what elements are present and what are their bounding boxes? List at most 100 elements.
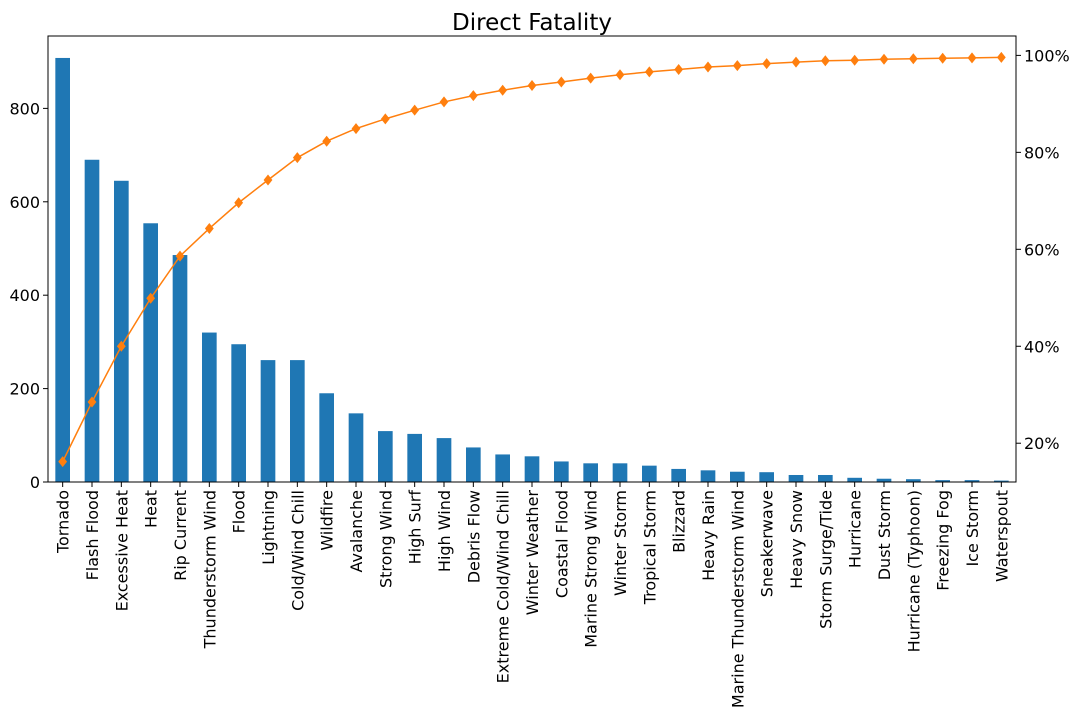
x-tick-label-23: Marine Thunderstorm Wind [728, 490, 747, 708]
cumulative-point-18 [586, 72, 596, 84]
cumulative-point-3 [146, 292, 156, 304]
cumulative-point-31 [967, 52, 977, 64]
x-tick-label-17: Coastal Flood [552, 490, 571, 598]
cumulative-point-23 [732, 60, 742, 72]
bar-4 [172, 255, 188, 482]
bar-30 [935, 480, 950, 482]
x-tick-label-30: Freezing Fog [934, 490, 953, 591]
y2-tick-label-0: 20% [1024, 434, 1060, 453]
x-tick-label-2: Excessive Heat [112, 490, 131, 611]
bar-20 [642, 465, 657, 482]
bar-0 [55, 57, 70, 482]
cumulative-point-25 [791, 56, 801, 68]
x-tick-label-19: Winter Storm [611, 490, 630, 596]
y-tick-label-3: 600 [9, 193, 40, 212]
cumulative-point-16 [527, 79, 537, 91]
chart-title: Direct Fatality [452, 10, 612, 36]
bar-2 [114, 180, 129, 482]
cumulative-point-13 [439, 96, 449, 108]
cumulative-point-27 [850, 54, 860, 66]
bar-27 [847, 477, 862, 482]
bar-19 [612, 463, 628, 482]
bar-32 [994, 480, 1009, 482]
x-tick-label-31: Ice Storm [963, 490, 982, 567]
x-tick-label-11: Strong Wind [376, 490, 395, 588]
x-tick-label-15: Extreme Cold/Wind Chill [494, 490, 513, 683]
bar-23 [730, 471, 745, 482]
bar-10 [348, 413, 364, 482]
bar-8 [290, 360, 305, 482]
x-tick-label-4: Rip Current [171, 490, 190, 581]
y2-tick-label-1: 40% [1024, 337, 1060, 356]
bar-9 [319, 393, 334, 482]
bar-24 [759, 472, 774, 482]
x-tick-label-26: Storm Surge/Tide [816, 490, 835, 629]
cumulative-point-26 [820, 55, 830, 67]
x-tick-label-25: Heavy Snow [787, 490, 806, 589]
cumulative-point-17 [556, 76, 566, 88]
x-tick-label-28: Dust Storm [875, 490, 894, 580]
cumulative-point-30 [938, 52, 948, 64]
cumulative-point-14 [468, 90, 478, 102]
cumulative-point-8 [292, 152, 302, 164]
x-tick-label-18: Marine Strong Wind [582, 490, 601, 648]
bar-14 [466, 447, 481, 482]
plot-frame [47, 35, 1017, 483]
x-tick-label-24: Sneakerwave [758, 490, 777, 597]
x-tick-label-32: Waterspout [992, 490, 1011, 582]
cumulative-point-4 [175, 250, 185, 262]
cumulative-point-20 [644, 66, 654, 78]
bar-26 [818, 474, 833, 482]
cumulative-point-5 [204, 222, 214, 234]
bar-22 [700, 470, 716, 482]
x-tick-label-29: Hurricane (Typhoon) [904, 490, 923, 652]
y-tick-label-0: 0 [30, 473, 40, 492]
y-tick-label-1: 200 [9, 380, 40, 399]
bar-15 [495, 454, 510, 482]
cumulative-point-10 [351, 123, 361, 135]
cumulative-point-15 [498, 84, 508, 96]
cumulative-point-9 [322, 135, 332, 147]
x-tick-label-14: Debris Flow [464, 490, 483, 583]
y2-tick-label-2: 60% [1024, 240, 1060, 259]
y2-tick-label-4: 100% [1024, 46, 1070, 65]
x-tick-label-1: Flash Flood [83, 490, 102, 580]
bar-1 [84, 159, 100, 482]
cumulative-point-29 [908, 53, 918, 65]
axes: 0 200 400 600 800 20% 40% 60% 80% 100% Tornado Flas… [9, 35, 1070, 708]
bar-7 [260, 360, 276, 482]
cumulative-point-19 [615, 69, 625, 81]
bar-12 [407, 433, 422, 482]
x-tick-label-20: Tropical Storm [640, 490, 659, 605]
bar-21 [671, 468, 686, 482]
bar-series [55, 57, 1009, 482]
bar-29 [906, 479, 921, 482]
cumulative-point-1 [87, 396, 97, 408]
y2-tick-label-3: 80% [1024, 143, 1060, 162]
cumulative-point-12 [410, 104, 420, 116]
bar-17 [554, 461, 569, 482]
cumulative-point-0 [58, 456, 68, 468]
bar-13 [436, 438, 452, 482]
x-tick-label-21: Blizzard [670, 490, 689, 553]
y-tick-label-4: 800 [9, 99, 40, 118]
cumulative-point-11 [380, 113, 390, 125]
x-tick-label-6: Flood [230, 490, 249, 533]
bar-28 [876, 478, 892, 482]
bar-5 [202, 332, 217, 482]
bar-11 [378, 431, 393, 482]
cumulative-line-series [58, 51, 1006, 468]
cumulative-point-6 [234, 197, 244, 209]
x-tick-label-27: Hurricane [846, 490, 865, 568]
bar-6 [231, 344, 246, 482]
x-tick-label-9: Wildfire [318, 490, 337, 551]
x-tick-label-22: Heavy Rain [699, 490, 718, 581]
x-tick-label-0: Tornado [54, 490, 73, 554]
x-tick-label-13: High Wind [435, 490, 454, 572]
x-tick-label-12: High Surf [406, 490, 425, 565]
bar-31 [964, 480, 980, 482]
cumulative-point-2 [116, 340, 126, 352]
bar-3 [143, 223, 158, 482]
bar-16 [524, 456, 540, 482]
